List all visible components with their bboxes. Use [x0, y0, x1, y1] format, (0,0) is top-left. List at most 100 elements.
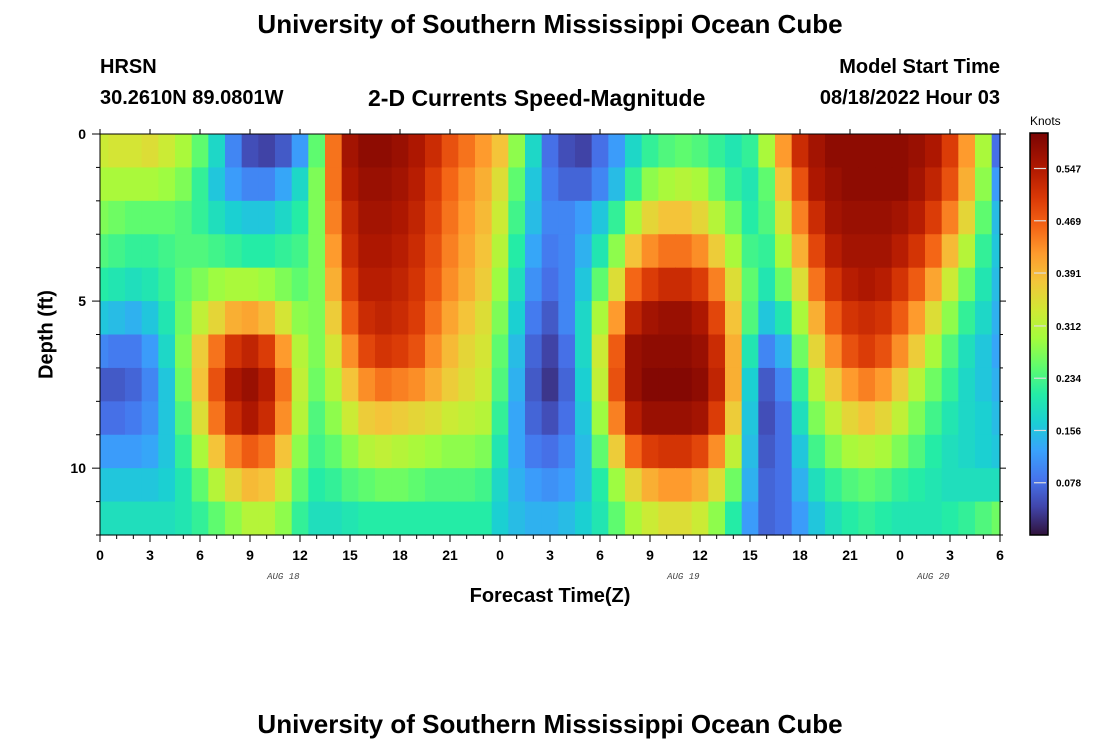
heatmap-cell	[941, 301, 959, 336]
heatmap-cell	[941, 200, 959, 235]
heatmap-cell	[208, 267, 226, 302]
heatmap-cell	[641, 301, 659, 336]
heatmap-cell	[941, 501, 959, 536]
heatmap-cell	[141, 267, 159, 302]
heatmap-cell	[791, 301, 809, 336]
heatmap-cell	[158, 134, 176, 169]
heatmap-cell	[908, 434, 926, 469]
heatmap-cell	[175, 301, 193, 336]
heatmap-cell	[941, 267, 959, 302]
heatmap-cell	[708, 501, 726, 536]
heatmap-cell	[108, 434, 126, 469]
heatmap-cell	[925, 434, 943, 469]
heatmap-cell	[791, 200, 809, 235]
heatmap-cell	[875, 301, 893, 336]
heatmap-cell	[591, 167, 609, 202]
colorbar-units: Knots	[1030, 114, 1061, 128]
heatmap-cell	[891, 501, 909, 536]
heatmap-cell	[558, 367, 576, 402]
heatmap-cell	[741, 334, 759, 369]
heatmap-cell	[525, 200, 543, 235]
heatmap-cell	[908, 301, 926, 336]
heatmap-cell	[741, 234, 759, 269]
heatmap-cell	[758, 468, 776, 503]
heatmap-cell	[591, 200, 609, 235]
heatmap-cell	[825, 234, 843, 269]
heatmap-cell	[791, 501, 809, 536]
heatmap-cell	[575, 367, 593, 402]
heatmap-cell	[158, 200, 176, 235]
heatmap-cell	[108, 134, 126, 169]
heatmap-cell	[225, 301, 243, 336]
heatmap-cell	[241, 301, 259, 336]
heatmap-cell	[425, 401, 443, 436]
heatmap-cell	[458, 134, 476, 169]
heatmap-cell	[658, 367, 676, 402]
heatmap-cell	[675, 501, 693, 536]
heatmap-cell	[725, 401, 743, 436]
heatmap-cell	[325, 501, 343, 536]
x-tick-label: 3	[146, 547, 154, 563]
heatmap-cell	[408, 301, 426, 336]
heatmap-cell	[675, 267, 693, 302]
heatmap-cell	[458, 267, 476, 302]
colorbar-tick-label: 0.469	[1056, 217, 1081, 228]
heatmap-cell	[158, 501, 176, 536]
heatmap-cell	[808, 401, 826, 436]
station-name: HRSN	[100, 56, 157, 78]
heatmap-cell	[775, 200, 793, 235]
heatmap-cell	[341, 434, 359, 469]
heatmap-cell	[841, 334, 859, 369]
heatmap-cell	[108, 200, 126, 235]
heatmap-cell	[191, 167, 209, 202]
heatmap-cell	[425, 134, 443, 169]
heatmap-cell	[975, 334, 993, 369]
heatmap-cell	[375, 234, 393, 269]
x-tick-label: 6	[196, 547, 204, 563]
heatmap-cell	[525, 401, 543, 436]
heatmap-cell	[591, 134, 609, 169]
heatmap-cell	[475, 401, 493, 436]
heatmap-cell	[958, 234, 976, 269]
heatmap-cell	[191, 334, 209, 369]
heatmap-cell	[425, 434, 443, 469]
heatmap-cell	[791, 401, 809, 436]
heatmap-cell	[491, 134, 509, 169]
heatmap-cell	[141, 301, 159, 336]
heatmap-cell	[941, 367, 959, 402]
heatmap-cell	[175, 134, 193, 169]
heatmap-cell	[475, 434, 493, 469]
heatmap-cell	[225, 434, 243, 469]
heatmap-cell	[608, 434, 626, 469]
heatmap-cell	[791, 468, 809, 503]
heatmap-cell	[100, 134, 109, 169]
heatmap-cell	[258, 167, 276, 202]
heatmap-cell	[275, 367, 293, 402]
heatmap-cell	[975, 301, 993, 336]
heatmap-cell	[758, 401, 776, 436]
heatmap-cell	[958, 200, 976, 235]
heatmap-cell	[641, 134, 659, 169]
heatmap-cell	[925, 200, 943, 235]
heatmap-cell	[858, 401, 876, 436]
heatmap-cell	[158, 468, 176, 503]
colorbar-tick-label: 0.078	[1056, 479, 1081, 490]
heatmap-cell	[341, 234, 359, 269]
heatmap-cell	[208, 200, 226, 235]
heatmap-cell	[558, 134, 576, 169]
heatmap-cell	[441, 401, 459, 436]
heatmap-cell	[825, 134, 843, 169]
heatmap-cell	[925, 301, 943, 336]
heatmap-cell	[991, 301, 1001, 336]
heatmap-cell	[908, 367, 926, 402]
heatmap-cell	[408, 401, 426, 436]
heatmap-cell	[658, 468, 676, 503]
heatmap-cell	[241, 401, 259, 436]
heatmap-cell	[941, 334, 959, 369]
heatmap-cell	[691, 134, 709, 169]
heatmap-cell	[425, 501, 443, 536]
x-tick-label: 18	[392, 547, 408, 563]
heatmap-cell	[108, 267, 126, 302]
heatmap-cell	[825, 334, 843, 369]
heatmap-cell	[275, 234, 293, 269]
